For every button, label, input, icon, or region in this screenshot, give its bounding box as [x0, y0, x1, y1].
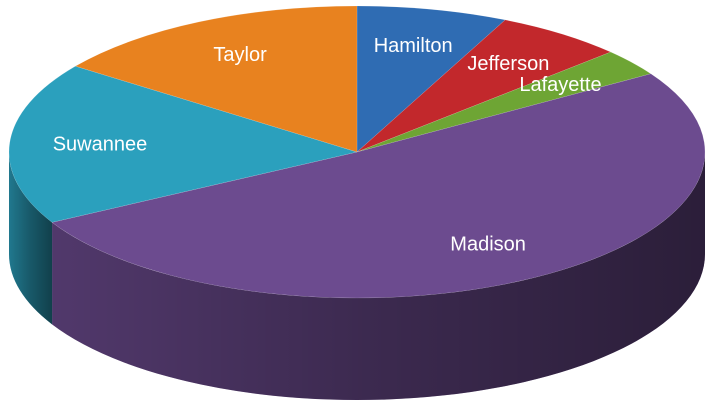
slice-side-shade	[9, 152, 53, 325]
slice-label: Hamilton	[374, 35, 453, 57]
slice-label: Taylor	[213, 44, 267, 66]
slice	[356, 19, 612, 153]
pie-sides	[9, 152, 705, 400]
slice-label: Madison	[450, 233, 526, 255]
slice	[8, 65, 358, 223]
slice	[51, 73, 706, 299]
slice-side-shade	[52, 152, 705, 400]
slice	[74, 5, 358, 153]
slice	[356, 51, 652, 153]
pie-tops	[8, 5, 706, 299]
slice-label: Lafayette	[519, 74, 601, 96]
slice	[356, 5, 506, 153]
slice-label: Jefferson	[467, 53, 549, 75]
slice-label: Suwannee	[53, 133, 148, 155]
